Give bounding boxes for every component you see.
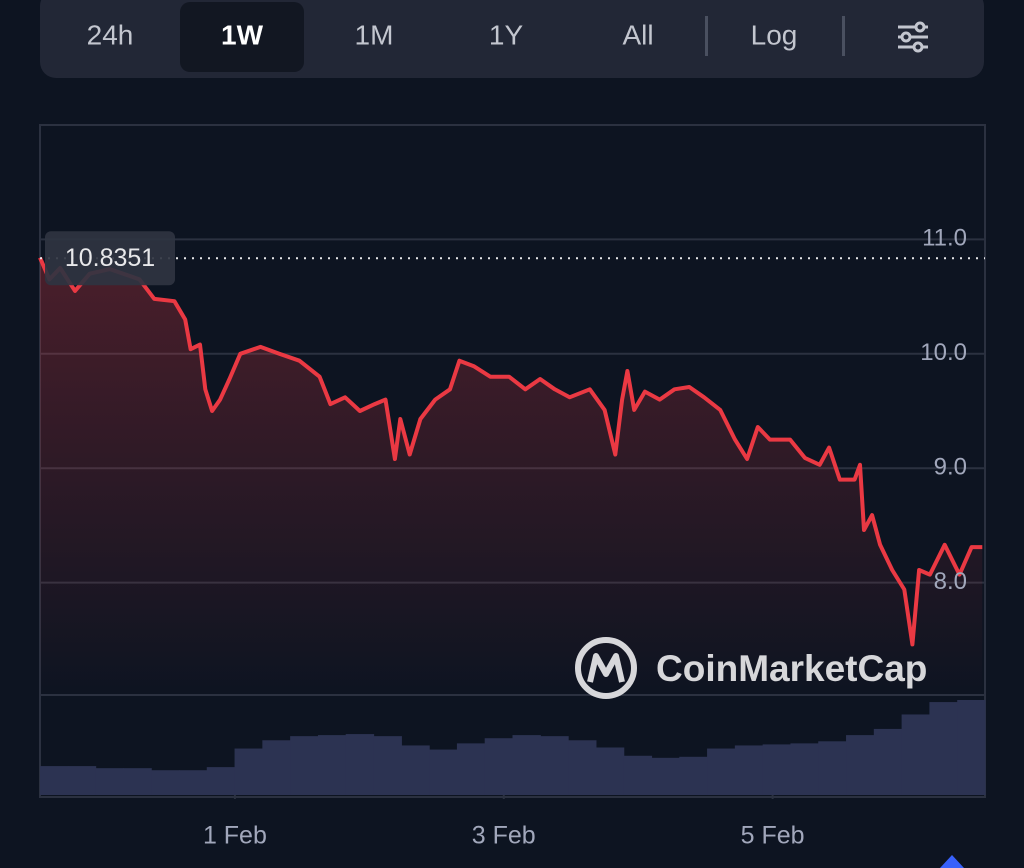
y-tick-label: 8.0 bbox=[934, 568, 967, 595]
tabs: 24h 1W 1M 1Y All bbox=[87, 2, 654, 72]
separator bbox=[705, 16, 708, 56]
reference-label-bg bbox=[45, 231, 175, 286]
y-tick-label: 10.0 bbox=[920, 339, 967, 366]
volume-bar bbox=[345, 734, 375, 795]
volume-bar bbox=[818, 741, 847, 795]
volume-bar bbox=[123, 768, 152, 795]
volume-bar bbox=[790, 743, 819, 795]
volume-bar bbox=[40, 766, 69, 795]
volume-bar bbox=[456, 743, 486, 795]
y-tick-label: 11.0 bbox=[922, 225, 967, 252]
volume-bar bbox=[873, 728, 903, 795]
tab[interactable]: 24h bbox=[87, 19, 134, 50]
volume-bar bbox=[67, 766, 97, 795]
plot: 11.0 10.0 9.0 8.0 10.8351 1 Feb 3 Feb 5 Feb bbox=[38, 225, 986, 850]
volume-bar bbox=[151, 770, 180, 795]
volume-bar bbox=[929, 702, 958, 795]
volume-bar bbox=[707, 748, 736, 795]
watermark: CoinMarketCap bbox=[575, 637, 927, 699]
tab[interactable]: 1M bbox=[355, 19, 394, 50]
watermark-text: CoinMarketCap bbox=[656, 648, 927, 689]
volume-bar bbox=[901, 714, 931, 795]
volume-bar bbox=[762, 744, 792, 795]
volume-bar bbox=[317, 735, 347, 795]
volume-bar bbox=[262, 740, 291, 795]
volume-bar bbox=[679, 756, 708, 795]
volume-bar bbox=[373, 736, 402, 795]
volume-bar bbox=[429, 749, 458, 795]
volume-bar bbox=[623, 755, 653, 795]
volume-bar bbox=[957, 700, 986, 795]
log-button[interactable]: Log bbox=[751, 19, 798, 50]
tab[interactable]: 1Y bbox=[489, 19, 524, 50]
volume-bar bbox=[484, 738, 514, 795]
separator bbox=[842, 16, 845, 56]
volume-bar bbox=[846, 735, 875, 795]
settings-icon[interactable] bbox=[898, 21, 928, 53]
x-tick-label: 1 Feb bbox=[203, 822, 267, 850]
volume-bar bbox=[206, 767, 236, 795]
reference-label: 10.8351 bbox=[65, 244, 155, 272]
volume-bar bbox=[512, 735, 541, 795]
volume-bar bbox=[651, 757, 680, 795]
tab[interactable]: All bbox=[622, 19, 653, 50]
volume-bar bbox=[95, 768, 124, 795]
y-tick-label: 9.0 bbox=[934, 454, 967, 481]
x-tick-label: 3 Feb bbox=[472, 822, 536, 850]
tab[interactable]: 1W bbox=[221, 19, 264, 50]
volume-bar bbox=[178, 770, 208, 795]
volume-bar bbox=[290, 736, 319, 795]
corner-indicator bbox=[940, 855, 964, 868]
volume-bar bbox=[401, 745, 430, 795]
price-line bbox=[38, 256, 983, 647]
x-tick-label: 5 Feb bbox=[741, 822, 805, 850]
volume-bar bbox=[540, 736, 569, 795]
volume-bar bbox=[234, 748, 263, 795]
tab-selected-bg bbox=[180, 2, 304, 72]
volume-bar bbox=[568, 740, 597, 795]
volume-bar bbox=[595, 747, 625, 795]
volume-bar bbox=[734, 745, 764, 795]
area-fill bbox=[40, 257, 983, 697]
